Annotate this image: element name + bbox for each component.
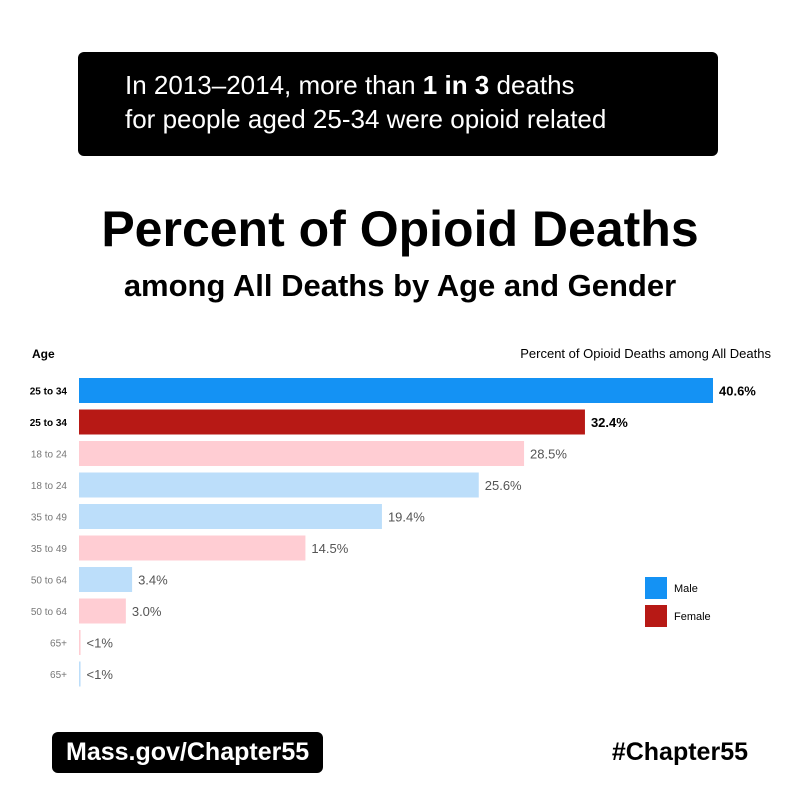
bar-female	[79, 409, 585, 435]
bar-male	[79, 378, 713, 403]
chart-title: Percent of Opioid Deaths among All Death…	[520, 346, 771, 361]
legend-swatch-male	[645, 577, 667, 599]
headline-banner: In 2013–2014, more than 1 in 3 deaths fo…	[78, 52, 718, 156]
y-axis-label: Age	[32, 347, 55, 361]
legend-swatch-female	[645, 605, 667, 627]
data-label: 3.4%	[138, 573, 168, 588]
data-label: 25.6%	[485, 478, 522, 493]
bar-male	[79, 567, 133, 592]
category-label: 65+	[50, 670, 67, 681]
data-label: 40.6%	[719, 384, 756, 399]
banner-line-1: In 2013–2014, more than 1 in 3 deaths	[125, 70, 575, 100]
category-label: 50 to 64	[31, 576, 68, 587]
data-label: 14.5%	[311, 541, 348, 556]
bar-male	[79, 661, 81, 687]
legend-label: Male	[674, 583, 698, 595]
category-label: 25 to 34	[30, 387, 68, 398]
bar-female	[79, 441, 525, 466]
bar-female	[79, 535, 306, 561]
hashtag: #Chapter55	[611, 738, 748, 766]
data-label: <1%	[87, 667, 114, 682]
data-label: 3.0%	[132, 604, 162, 619]
bar-male	[79, 472, 479, 498]
category-label: 18 to 24	[31, 450, 68, 461]
legend-label: Female	[674, 611, 711, 623]
category-label: 65+	[50, 639, 67, 650]
category-label: 18 to 24	[31, 481, 68, 492]
category-label: 25 to 34	[30, 418, 68, 429]
mass-gov-link[interactable]: Mass.gov/Chapter55	[52, 732, 324, 773]
bar-chart: Age Percent of Opioid Deaths among All De…	[30, 346, 771, 687]
data-label: 19.4%	[388, 510, 425, 525]
category-label: 50 to 64	[31, 607, 68, 618]
data-label: <1%	[87, 636, 114, 651]
data-label: 32.4%	[591, 415, 628, 430]
data-label: 28.5%	[530, 447, 567, 462]
page-title: Percent of Opioid Deaths	[101, 201, 699, 257]
bar-male	[79, 504, 382, 529]
bar-female	[79, 630, 81, 655]
bar-female	[79, 598, 126, 624]
category-label: 35 to 49	[31, 544, 68, 555]
banner-line-2: for people aged 25-34 were opioid relate…	[125, 104, 607, 134]
page-subtitle: among All Deaths by Age and Gender	[123, 268, 677, 303]
category-label: 35 to 49	[31, 513, 68, 524]
